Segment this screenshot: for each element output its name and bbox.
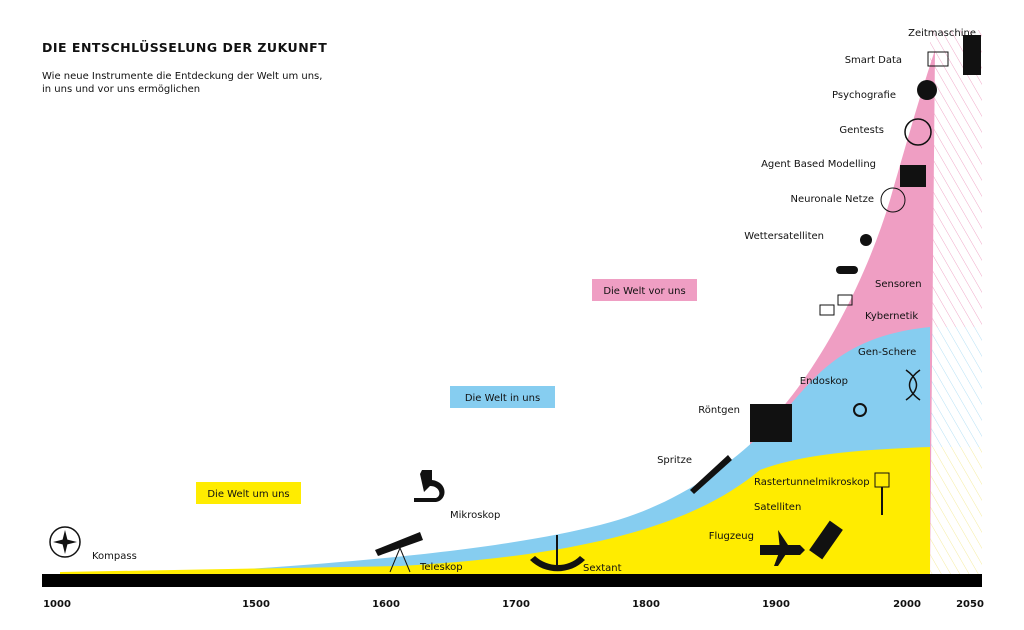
instrument-label: Endoskop [800, 376, 848, 387]
zone-box [592, 279, 697, 301]
instrument-label: Flugzeug [709, 531, 754, 542]
zone-label: Die Welt in uns [465, 393, 540, 404]
instrument-label: Kompass [92, 551, 137, 562]
instrument-label: Wettersatelliten [744, 231, 824, 242]
instrument-label: Mikroskop [450, 510, 500, 521]
instrument-label: Kybernetik [865, 311, 918, 322]
future-yellow [930, 447, 982, 574]
instrument-label: Gen-Schere [858, 347, 916, 358]
instrument-label: Sextant [583, 563, 622, 574]
year-label: 1900 [762, 599, 790, 610]
year-label: 1800 [632, 599, 660, 610]
subtitle: in uns und vor uns ermöglichen [42, 84, 200, 95]
subtitle: Wie neue Instrumente die Entdeckung der … [42, 71, 322, 82]
area-yellow [60, 447, 930, 574]
instrument-label: Rastertunnelmikroskop [754, 477, 870, 488]
instrument-label: Spritze [657, 455, 692, 466]
zone-label: Die Welt um uns [207, 489, 289, 500]
year-label: 1000 [43, 599, 71, 610]
instrument-label: Zeitmaschine [908, 28, 976, 39]
instrument-label: Smart Data [845, 55, 902, 66]
instrument-label: Gentests [839, 125, 884, 136]
instrument-label: Teleskop [419, 562, 463, 573]
title: DIE ENTSCHLÜSSELUNG DER ZUKUNFT [42, 40, 327, 55]
instrument-label: Psychografie [832, 90, 896, 101]
future-blue [930, 327, 982, 447]
future-pink [930, 30, 982, 327]
year-label: 2050 [956, 599, 984, 610]
icons [49, 35, 981, 573]
instrument-label: Satelliten [754, 502, 801, 513]
timeline-bar [42, 574, 982, 587]
year-label: 2000 [893, 599, 921, 610]
zone-label: Die Welt vor uns [603, 286, 685, 297]
zone-box [450, 386, 555, 408]
instrument-label: Sensoren [875, 279, 922, 290]
instrument-label: Neuronale Netze [790, 194, 874, 205]
zone-box [196, 482, 301, 504]
year-label: 1600 [372, 599, 400, 610]
year-label: 1500 [242, 599, 270, 610]
instrument-label: Agent Based Modelling [761, 159, 876, 170]
instrument-label: Röntgen [698, 405, 740, 416]
year-label: 1700 [502, 599, 530, 610]
